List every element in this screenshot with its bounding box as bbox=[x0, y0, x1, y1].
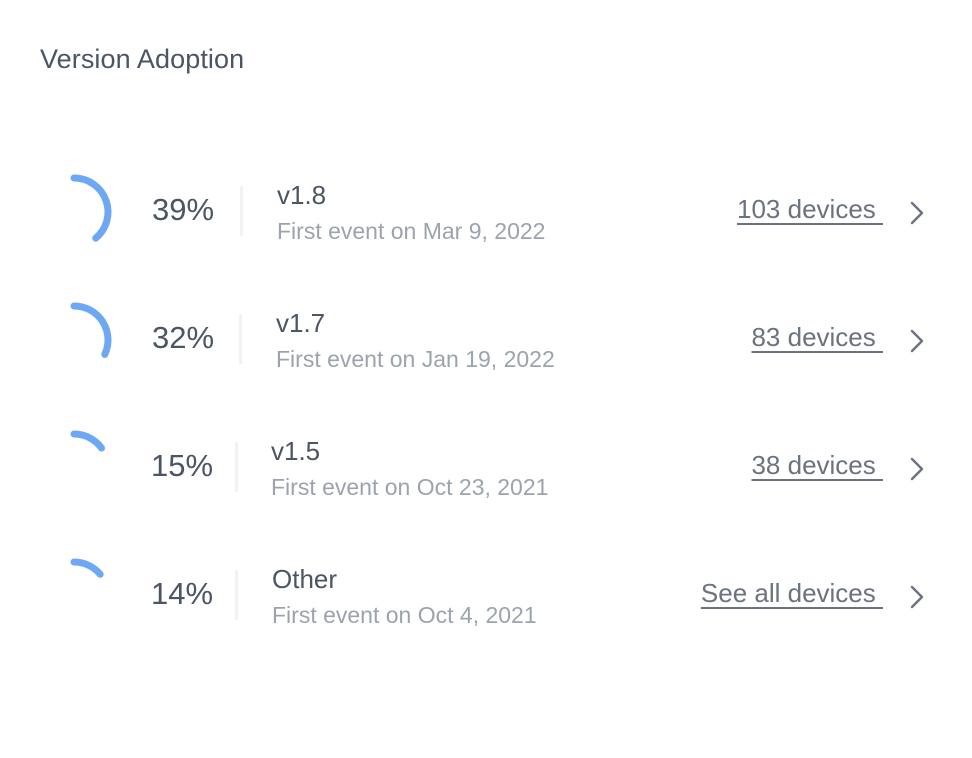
first-event-date: First event on Jan 19, 2022 bbox=[276, 346, 555, 372]
version-row-v1-5: 15% v1.5 First event on Oct 23, 2021 38 … bbox=[0, 428, 972, 518]
chevron-right-icon[interactable] bbox=[902, 326, 932, 356]
adoption-percent: 39% bbox=[152, 192, 215, 227]
devices-link[interactable]: 83 devices bbox=[751, 322, 883, 352]
version-name: v1.8 bbox=[277, 180, 327, 210]
card-title: Version Adoption bbox=[40, 44, 245, 74]
first-event-date: First event on Oct 4, 2021 bbox=[272, 602, 537, 628]
row-divider bbox=[240, 186, 243, 236]
row-divider bbox=[235, 442, 238, 492]
first-event-date: First event on Oct 23, 2021 bbox=[271, 474, 549, 500]
adoption-progress-arc bbox=[70, 430, 106, 452]
adoption-progress-arc bbox=[70, 302, 112, 358]
adoption-percent: 15% bbox=[151, 448, 214, 483]
adoption-progress-arc bbox=[70, 174, 112, 242]
devices-link[interactable]: 38 devices bbox=[751, 450, 883, 480]
row-divider bbox=[235, 570, 238, 620]
version-row-v1-8: 39% v1.8 First event on Mar 9, 2022 103 … bbox=[0, 172, 972, 262]
chevron-right-icon[interactable] bbox=[902, 582, 932, 612]
version-name: v1.7 bbox=[276, 308, 326, 338]
devices-link[interactable]: 103 devices bbox=[737, 194, 883, 224]
version-row-v1-7: 32% v1.7 First event on Jan 19, 2022 83 … bbox=[0, 300, 972, 390]
version-name: v1.5 bbox=[271, 436, 321, 466]
chevron-right-icon[interactable] bbox=[902, 198, 932, 228]
row-divider bbox=[239, 314, 242, 364]
adoption-progress-arc bbox=[70, 558, 104, 578]
chevron-right-icon[interactable] bbox=[902, 454, 932, 484]
see-all-devices-link[interactable]: See all devices bbox=[700, 578, 883, 608]
version-name: Other bbox=[272, 564, 338, 594]
adoption-percent: 14% bbox=[151, 576, 214, 611]
version-row-other: 14% Other First event on Oct 4, 2021 See… bbox=[0, 556, 972, 646]
first-event-date: First event on Mar 9, 2022 bbox=[277, 218, 546, 244]
adoption-percent: 32% bbox=[152, 320, 215, 355]
